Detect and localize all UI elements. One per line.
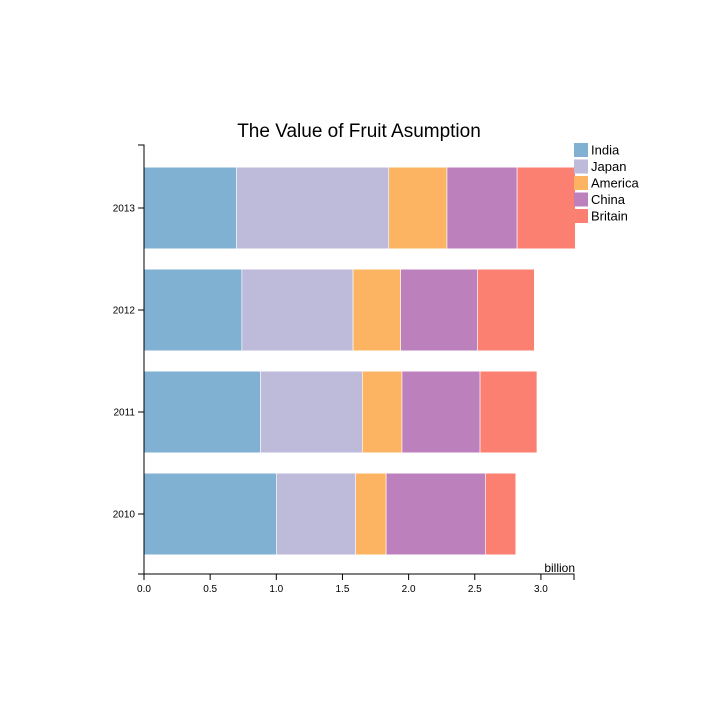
legend-label-japan: Japan (591, 159, 626, 174)
bar-2010-japan (276, 472, 356, 556)
bar-2013-india (143, 166, 237, 250)
legend-label-britain: Britain (591, 209, 628, 224)
legend-swatch-india (574, 143, 588, 157)
bar-2011-america (362, 370, 403, 454)
y-tick-label: 2011 (113, 408, 135, 419)
bar-2012-america (352, 268, 401, 352)
y-tick-label: 2013 (113, 204, 136, 215)
x-tick-label: 1.5 (336, 584, 350, 595)
y-axis-line (138, 144, 145, 575)
bar-2010-india (143, 472, 277, 556)
bar-2011-japan (260, 370, 363, 454)
bar-2011-britain (479, 370, 538, 454)
x-tick-label: 2.0 (402, 584, 416, 595)
x-axis: 0.0 0.5 1.0 1.5 2.0 2.5 3.0 (137, 573, 575, 595)
bar-2012-britain (477, 268, 535, 352)
bar-2010-china (385, 472, 486, 556)
legend-swatch-china (574, 192, 588, 207)
bar-2013-japan (236, 166, 390, 250)
bar-2011-china (401, 370, 481, 454)
y-tick-label: 2012 (113, 306, 136, 317)
bar-2012-india (143, 268, 243, 352)
y-axis: 2013 2012 2011 2010 (113, 144, 145, 575)
legend-label-china: China (591, 192, 626, 207)
x-axis-line (143, 573, 575, 580)
bar-2010-america (355, 472, 387, 556)
bar-2013-china (446, 166, 518, 250)
bar-2013-america (388, 166, 448, 250)
bar-2013-britain (516, 166, 576, 250)
bar-2012-japan (241, 268, 354, 352)
x-tick-label: 3.0 (534, 584, 548, 595)
x-tick-label: 1.0 (269, 584, 283, 595)
chart-title: The Value of Fruit Asumption (237, 121, 481, 142)
legend-swatch-britain (574, 209, 588, 223)
x-tick-label: 2.5 (468, 584, 482, 595)
legend-label-america: America (591, 176, 639, 191)
x-tick-label: 0.5 (203, 584, 217, 595)
legend-label-india: India (591, 143, 620, 158)
bar-2012-china (400, 268, 478, 352)
legend-swatch-japan (574, 159, 588, 174)
x-axis-label: billion (544, 561, 575, 575)
bars-group (143, 166, 576, 556)
bar-2011-india (143, 370, 261, 454)
bar-2010-britain (485, 472, 517, 556)
legend-swatch-america (574, 176, 588, 190)
x-tick-label: 0.0 (137, 584, 151, 595)
y-tick-label: 2010 (113, 510, 136, 521)
